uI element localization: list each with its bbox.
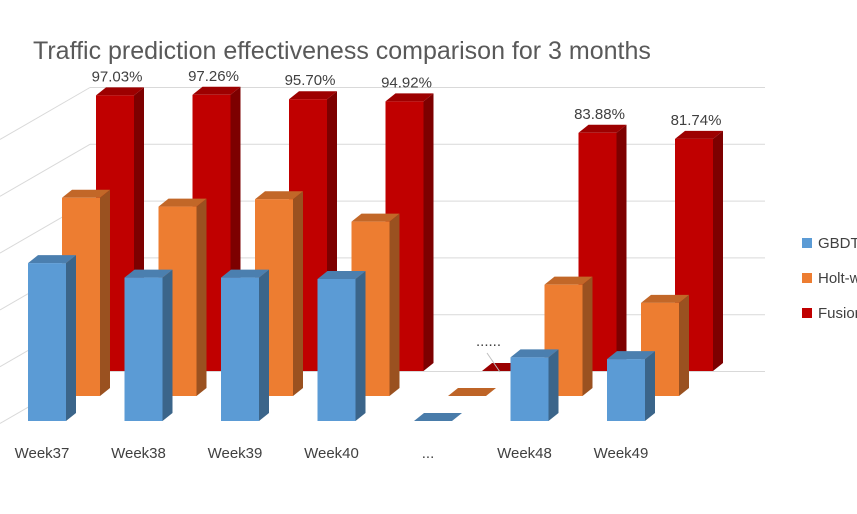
x-tick-label: ... — [422, 445, 435, 462]
data-label: 83.88% — [574, 106, 625, 123]
bar-top — [192, 86, 241, 95]
x-tick-label: Week48 — [497, 445, 552, 462]
bar-side — [355, 271, 366, 421]
bar-side — [582, 276, 593, 396]
legend-label: Holt-winters — [818, 270, 857, 287]
bar-top — [124, 269, 173, 278]
x-tick-label: Week40 — [304, 445, 359, 462]
bar-top — [28, 255, 76, 264]
bar-side — [423, 93, 434, 372]
bar-side — [162, 269, 173, 421]
bar-top — [158, 198, 207, 207]
bar-top — [255, 191, 303, 200]
bar — [317, 279, 356, 421]
bar-placeholder — [414, 413, 462, 421]
legend-label: GBDT — [818, 235, 857, 252]
bar — [510, 357, 549, 421]
x-tick-label: Week37 — [15, 445, 70, 462]
chart-title: Traffic prediction effectiveness compari… — [33, 37, 651, 65]
bar-top — [351, 213, 400, 222]
bar-top — [385, 93, 434, 102]
bar-top — [510, 349, 559, 358]
gap-marker: ...... — [476, 333, 501, 350]
legend-swatch — [802, 273, 812, 283]
series-gbdt — [28, 255, 655, 421]
data-label: 95.70% — [285, 72, 336, 89]
bar-top — [62, 189, 110, 198]
bar-side — [713, 130, 723, 371]
bar-placeholder — [448, 388, 496, 396]
gap-marker-leader — [486, 352, 501, 373]
bar-side — [616, 124, 627, 372]
bar-side — [293, 191, 303, 396]
bar-top — [578, 124, 627, 133]
gridline-wall — [0, 87, 91, 140]
legend-swatch — [802, 238, 812, 248]
data-label: 94.92% — [381, 74, 432, 91]
legend-swatch — [802, 308, 812, 318]
bar — [221, 277, 259, 421]
bar — [607, 359, 645, 421]
bar-side — [645, 351, 655, 421]
bar-top — [675, 130, 723, 139]
bar-top — [221, 269, 269, 278]
bar — [124, 277, 163, 421]
bar-top — [544, 276, 593, 285]
bar — [28, 263, 66, 421]
bar-top — [289, 91, 337, 100]
bar-top — [641, 294, 689, 303]
data-label: 81.74% — [671, 112, 722, 129]
x-tick-label: Week38 — [111, 445, 166, 462]
bar-top — [607, 351, 655, 360]
x-tick-label: Week49 — [594, 445, 649, 462]
data-label: 97.26% — [188, 68, 239, 85]
bar-side — [259, 269, 269, 421]
bar-side — [196, 198, 207, 396]
bar-side — [389, 213, 400, 396]
bar-side — [679, 294, 689, 396]
bar-side — [66, 255, 76, 421]
x-tick-label: Week39 — [208, 445, 263, 462]
bar-side — [548, 349, 559, 421]
bar-top — [96, 87, 144, 96]
data-label: 97.03% — [92, 68, 143, 85]
bar-side — [100, 189, 110, 396]
legend-label: Fusion model — [818, 305, 857, 322]
gridline-wall — [0, 143, 91, 197]
bar-top — [317, 271, 366, 279]
